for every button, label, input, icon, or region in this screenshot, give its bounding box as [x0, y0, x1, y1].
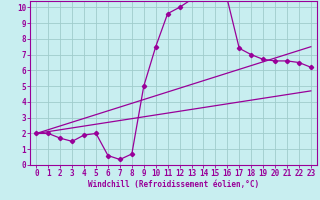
X-axis label: Windchill (Refroidissement éolien,°C): Windchill (Refroidissement éolien,°C): [88, 180, 259, 189]
